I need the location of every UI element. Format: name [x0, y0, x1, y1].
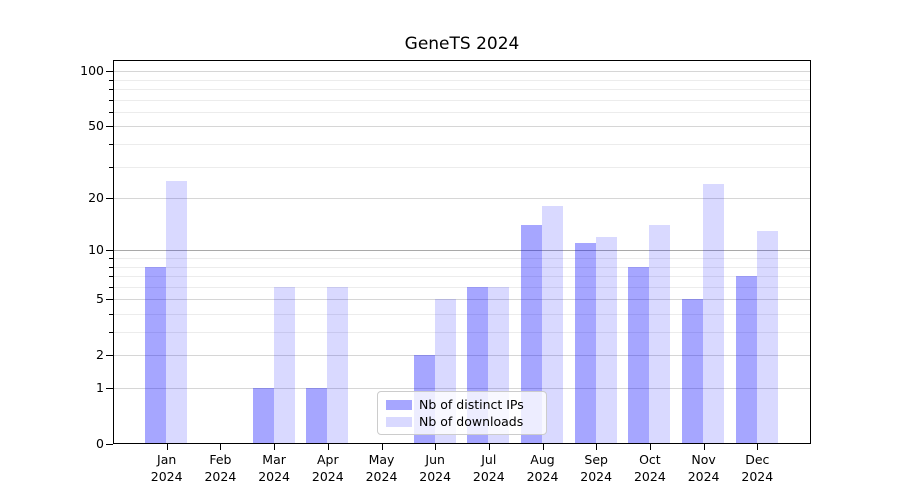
x-tick — [435, 444, 437, 450]
gridline-minor — [114, 79, 810, 81]
y-tick — [106, 126, 113, 128]
gridline-major — [114, 299, 810, 301]
y-minor-tick — [109, 166, 113, 168]
x-tick-label: Nov 2024 — [687, 452, 720, 484]
legend-row-downloads: Nb of downloads — [386, 414, 538, 429]
y-minor-tick — [109, 111, 113, 113]
y-tick-label: 5 — [96, 291, 104, 307]
x-tick — [488, 444, 490, 450]
gridline-minor — [114, 89, 810, 90]
bar-distinct-ips — [306, 388, 328, 443]
y-tick-label: 0 — [96, 436, 104, 451]
y-tick — [106, 198, 113, 200]
x-tick — [757, 444, 759, 450]
x-tick-label: Aug 2024 — [526, 452, 559, 484]
y-tick — [106, 299, 113, 301]
gridline-minor — [114, 99, 810, 101]
y-tick-label: 2 — [96, 347, 104, 363]
y-tick-label: 100 — [80, 63, 104, 79]
x-tick-label: Oct 2024 — [633, 452, 666, 484]
x-tick — [327, 444, 329, 450]
x-tick-label: May 2024 — [365, 452, 398, 484]
y-minor-tick — [109, 276, 113, 277]
y-minor-tick — [109, 258, 113, 259]
gridline-minor — [114, 144, 810, 145]
x-tick-label: Jul 2024 — [472, 452, 505, 484]
x-tick-label: Jun 2024 — [419, 452, 452, 484]
gridline-minor — [114, 166, 810, 168]
y-minor-tick — [109, 314, 113, 315]
x-tick — [220, 444, 222, 450]
y-minor-tick — [109, 332, 113, 333]
legend-swatch-distinct-ips — [386, 399, 412, 410]
legend-swatch-downloads — [386, 416, 412, 427]
chart-title: GeneTS 2024 — [404, 34, 520, 54]
gridline-major — [114, 126, 810, 128]
bar-downloads — [166, 180, 188, 443]
bar-downloads — [595, 236, 617, 443]
legend-row-distinct-ips: Nb of distinct IPs — [386, 397, 538, 412]
x-tick — [703, 444, 705, 450]
gridline-minor — [114, 111, 810, 113]
gridline-minor — [114, 332, 810, 333]
bar-downloads — [327, 286, 349, 443]
gridline-major — [114, 388, 810, 389]
gridline-minor — [114, 266, 810, 268]
x-tick-label: Mar 2024 — [258, 452, 290, 484]
gridline-minor — [114, 276, 810, 277]
gridline-major — [114, 355, 810, 357]
bar-distinct-ips — [145, 266, 167, 443]
x-tick-label: Feb 2024 — [204, 452, 237, 484]
y-minor-tick — [109, 286, 113, 288]
x-tick — [274, 444, 276, 450]
y-minor-tick — [109, 266, 113, 268]
gridline-major — [114, 198, 810, 200]
bar-distinct-ips — [521, 225, 542, 443]
y-tick — [106, 444, 113, 445]
gridline-minor — [114, 258, 810, 259]
x-tick — [542, 444, 544, 450]
gridline-major — [114, 250, 810, 252]
y-minor-tick — [109, 79, 113, 81]
bar-downloads — [703, 184, 725, 443]
x-tick-label: Jan 2024 — [150, 452, 183, 484]
legend: Nb of distinct IPs Nb of downloads — [377, 391, 547, 435]
x-tick-label: Sep 2024 — [580, 452, 613, 484]
y-tick-label: 50 — [88, 118, 104, 134]
bar-distinct-ips — [682, 299, 704, 443]
bar-distinct-ips — [735, 276, 757, 443]
bar-downloads — [756, 230, 778, 443]
gridline-minor — [114, 314, 810, 315]
bar-downloads — [273, 286, 295, 443]
x-tick — [381, 444, 383, 450]
y-tick — [106, 355, 113, 357]
y-minor-tick — [109, 99, 113, 101]
x-tick — [166, 444, 168, 450]
y-tick-label: 20 — [88, 190, 104, 206]
y-tick-label: 10 — [88, 242, 104, 258]
bar-distinct-ips — [628, 266, 650, 443]
legend-label-downloads: Nb of downloads — [419, 414, 524, 429]
y-minor-tick — [109, 144, 113, 145]
bar-downloads — [542, 206, 563, 443]
y-tick — [106, 71, 113, 73]
y-tick — [106, 250, 113, 252]
y-tick — [106, 388, 113, 389]
bar-distinct-ips — [574, 243, 596, 443]
legend-label-distinct-ips: Nb of distinct IPs — [419, 397, 524, 412]
bar-distinct-ips — [252, 388, 274, 443]
gridline-minor — [114, 286, 810, 288]
x-tick — [649, 444, 651, 450]
x-tick-label: Apr 2024 — [311, 452, 344, 484]
x-tick-label: Dec 2024 — [741, 452, 774, 484]
x-tick — [596, 444, 598, 450]
y-tick-label: 1 — [96, 380, 104, 395]
y-minor-tick — [109, 89, 113, 90]
bar-downloads — [649, 225, 671, 443]
gridline-major — [114, 71, 810, 73]
